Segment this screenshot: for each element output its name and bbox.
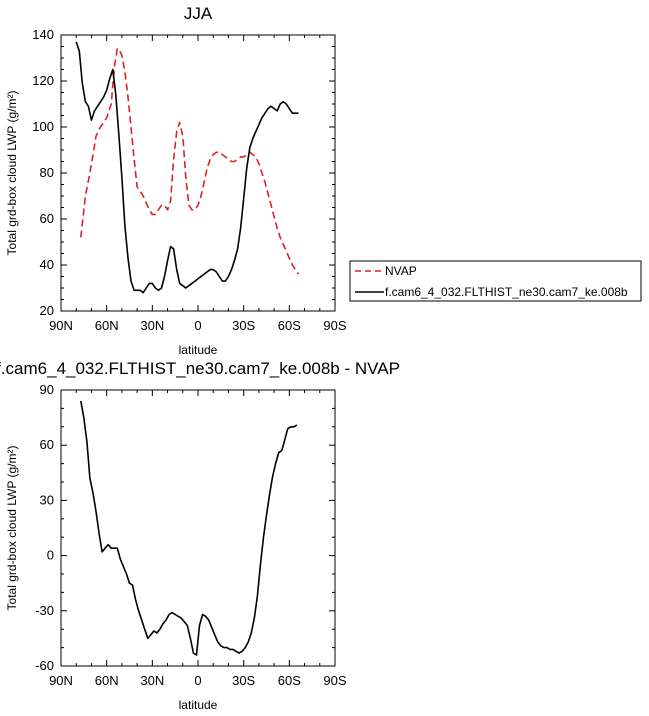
series-line-2 (75, 41, 299, 294)
legend-label-model: f.cam6_4_032.FLTHIST_ne30.cam7_ke.008b (385, 285, 628, 299)
y-tick-label: 140 (32, 27, 54, 42)
y-tick-label: 20 (40, 303, 54, 318)
x-tick-label: 60N (95, 318, 119, 333)
series-group (80, 400, 298, 656)
y-tick-label: 40 (40, 257, 54, 272)
plot-frame (60, 389, 336, 667)
y-axis: 20 40 60 80 100 120 140 (32, 27, 335, 318)
plot-frame (60, 34, 336, 312)
legend-box (349, 260, 642, 302)
x-tick-label: 0 (194, 673, 201, 688)
y-tick-label: 30 (40, 492, 54, 507)
x-tick-label: 30N (140, 318, 164, 333)
y-axis: -60 -30 0 30 60 90 (35, 382, 335, 673)
x-tick-label: 90N (49, 673, 73, 688)
chart-title: f.cam6_4_032.FLTHIST_ne30.cam7_ke.008b -… (0, 359, 400, 378)
y-tick-label: -60 (35, 658, 54, 673)
y-tick-label: 0 (47, 548, 54, 563)
x-tick-label: 60N (95, 673, 119, 688)
x-axis: 90N 60N 30N 0 30S 60S 90S (49, 390, 347, 688)
series-line-1 (80, 47, 300, 275)
x-tick-label: 90S (323, 673, 346, 688)
x-tick-label: 0 (194, 318, 201, 333)
legend: NVAP f.cam6_4_032.FLTHIST_ne30.cam7_ke.0… (349, 260, 642, 302)
y-tick-label: 90 (40, 382, 54, 397)
x-tick-label: 90N (49, 318, 73, 333)
legend-label-nvap: NVAP (385, 264, 417, 278)
x-tick-label: 30S (232, 318, 255, 333)
x-axis-label: latitude (179, 698, 218, 712)
x-tick-label: 30S (232, 673, 255, 688)
y-axis-label: Total grd-box cloud LWP (g/m²) (5, 91, 19, 256)
y-tick-label: 120 (32, 73, 54, 88)
x-tick-label: 30N (140, 673, 164, 688)
y-tick-label: 100 (32, 119, 54, 134)
y-axis-label: Total grd-box cloud LWP (g/m²) (5, 446, 19, 611)
x-tick-label: 60S (278, 318, 301, 333)
top-chart: JJA 90N 60N 30N 0 30S 60S 90S 20 40 60 80 100 120 14… (5, 4, 347, 357)
chart-title: JJA (184, 4, 213, 23)
bottom-chart: f.cam6_4_032.FLTHIST_ne30.cam7_ke.008b -… (0, 359, 400, 712)
x-axis: 90N 60N 30N 0 30S 60S 90S (49, 35, 347, 333)
y-tick-label: 60 (40, 437, 54, 452)
series-group (75, 41, 300, 294)
y-tick-label: -30 (35, 603, 54, 618)
x-tick-label: 60S (278, 673, 301, 688)
y-tick-label: 60 (40, 211, 54, 226)
x-axis-label: latitude (179, 343, 218, 357)
series-line-1 (80, 400, 298, 656)
y-tick-label: 80 (40, 165, 54, 180)
x-tick-label: 90S (323, 318, 346, 333)
